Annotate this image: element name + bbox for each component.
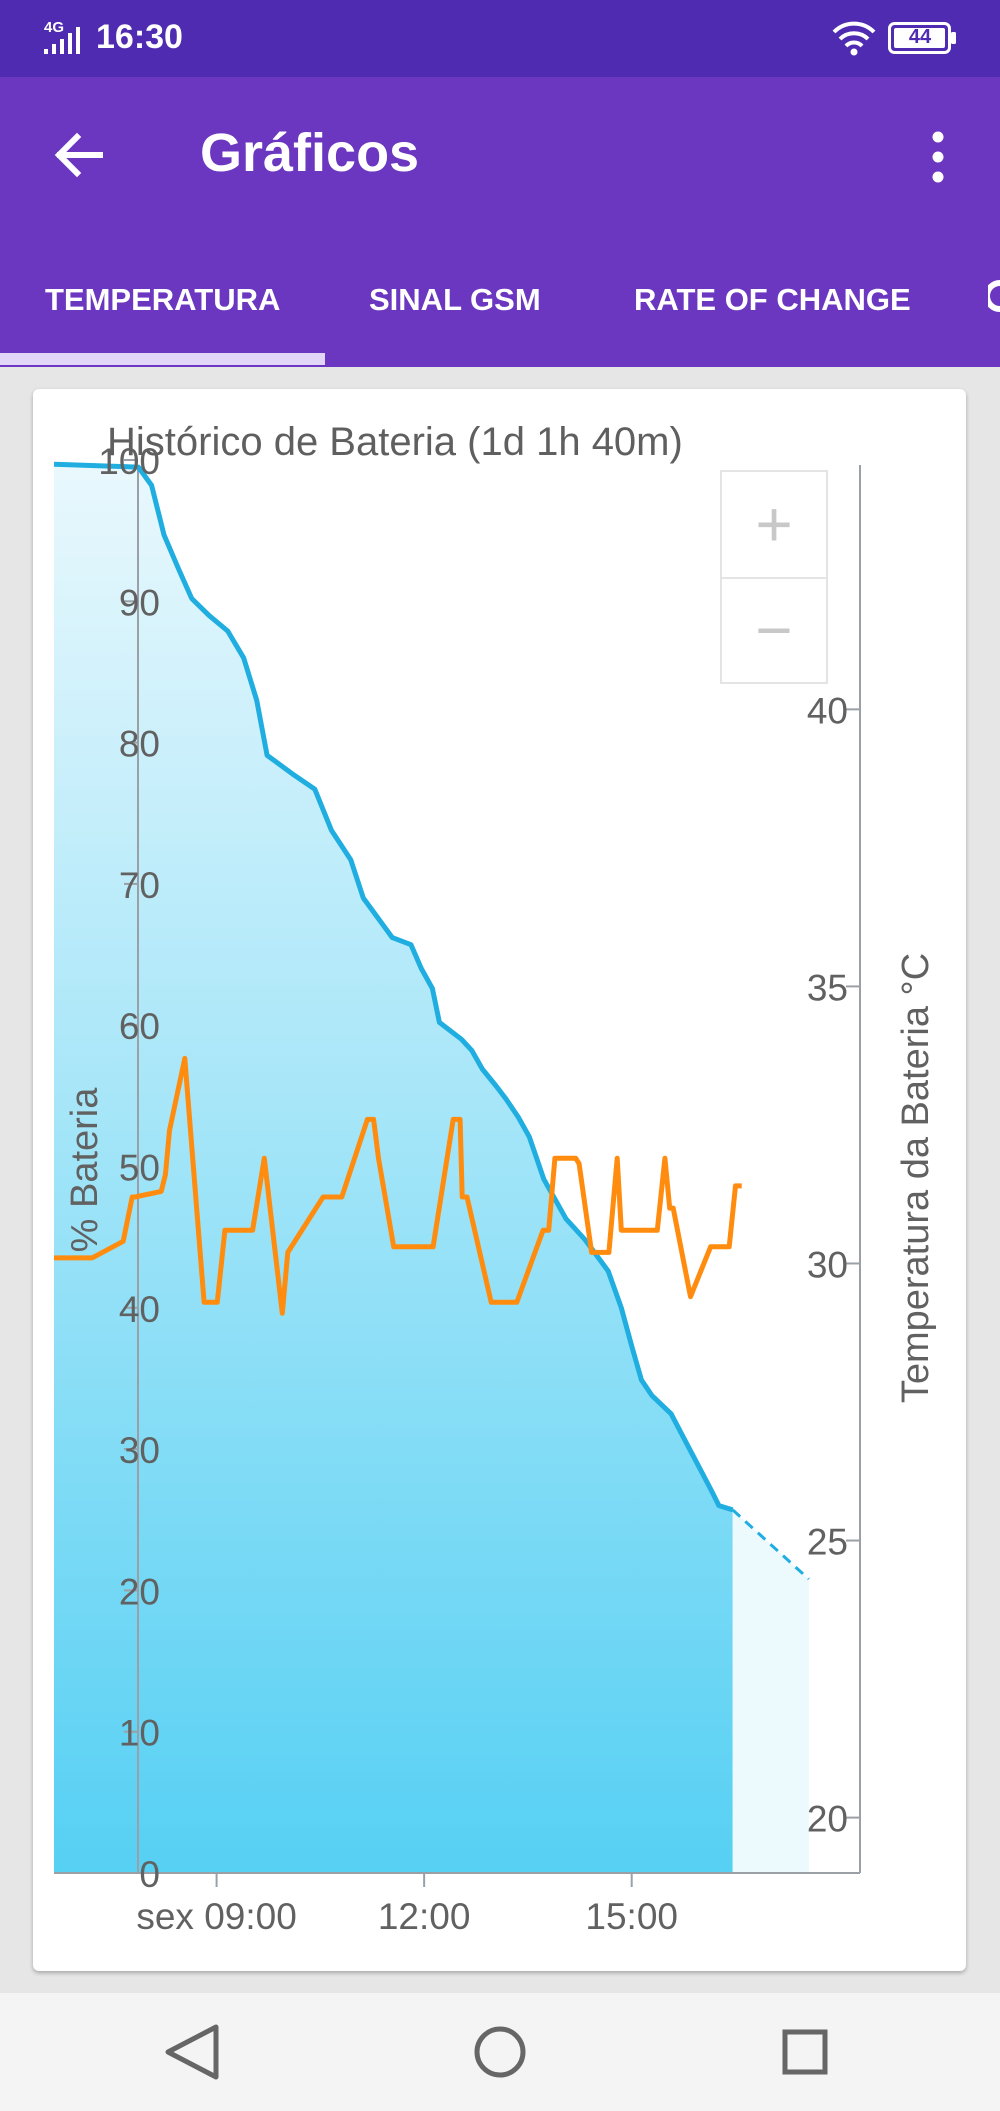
nav-back-icon[interactable] (154, 2015, 228, 2089)
temperature-line[interactable] (54, 1055, 742, 1316)
battery-icon (888, 22, 956, 54)
tab-temperatura[interactable]: TEMPERATURA (45, 282, 281, 317)
right-y-axis-label: Temperatura da Bateria °C (895, 953, 937, 1403)
right-y-tick-label: 25 (807, 1522, 848, 1563)
left-y-tick-label: 30 (119, 1430, 160, 1471)
battery-temperature-chart[interactable]: sex 09:00 12:00 15:00 0 10 20 30 40 50 60 70 80 90 10… (0, 0, 1000, 2000)
left-y-tick-label: 20 (119, 1571, 160, 1612)
cellular-signal-icon: 4G (44, 19, 80, 54)
network-type: 4G (44, 19, 64, 36)
page-title: Gráficos (200, 123, 420, 183)
x-tick-label: 15:00 (585, 1896, 678, 1937)
wifi-icon (832, 21, 876, 56)
left-y-tick-label: 90 (119, 582, 160, 623)
tab-sinal-gsm[interactable]: SINAL GSM (369, 282, 541, 317)
nav-home-icon[interactable] (463, 2015, 537, 2089)
left-y-tick-label: 60 (119, 1006, 160, 1047)
battery-level: 44 (908, 26, 932, 48)
navigation-bar (0, 1993, 1000, 2111)
battery-projection-line[interactable] (731, 1508, 810, 1581)
left-y-tick-label: 50 (119, 1148, 160, 1189)
left-y-tick-label: 0 (139, 1854, 160, 1895)
zoom-out-button[interactable]: − (755, 594, 793, 666)
status-bar: 4G 16:30 44 (0, 0, 1000, 77)
left-y-tick-label: 40 (119, 1289, 160, 1330)
right-y-tick-label: 30 (807, 1244, 848, 1285)
left-y-tick-label: 70 (119, 865, 160, 906)
left-y-tick-label: 80 (119, 724, 160, 765)
tab-rate-of-change[interactable]: RATE OF CHANGE (634, 282, 911, 317)
tab-overflow-edge[interactable] (988, 275, 1000, 317)
chart-title: Histórico de Bateria (1d 1h 40m) (107, 420, 683, 464)
right-y-tick-label: 20 (807, 1799, 848, 1840)
left-y-tick-label: 100 (98, 441, 160, 482)
app-bar: Gráficos TEMPERATURA SINAL GSM RATE OF C… (0, 77, 1000, 367)
x-tick-label: 12:00 (378, 1896, 471, 1937)
back-arrow-icon[interactable] (50, 127, 106, 183)
battery-percent-line[interactable] (53, 461, 734, 1513)
nav-recents-icon[interactable] (768, 2015, 842, 2089)
tab-indicator (0, 353, 325, 365)
status-time: 16:30 (96, 18, 183, 56)
left-y-axis-label: % Bateria (64, 1087, 106, 1253)
right-y-tick-label: 40 (807, 690, 848, 731)
battery-area-fill (54, 464, 733, 1874)
zoom-controls: + − (720, 470, 828, 684)
more-options-icon[interactable] (916, 129, 960, 185)
projection-area-fill (732, 1509, 809, 1873)
zoom-in-button[interactable]: + (722, 472, 826, 579)
x-tick-label: sex 09:00 (136, 1896, 296, 1937)
right-y-tick-label: 35 (807, 967, 848, 1008)
left-y-tick-label: 10 (119, 1713, 160, 1754)
